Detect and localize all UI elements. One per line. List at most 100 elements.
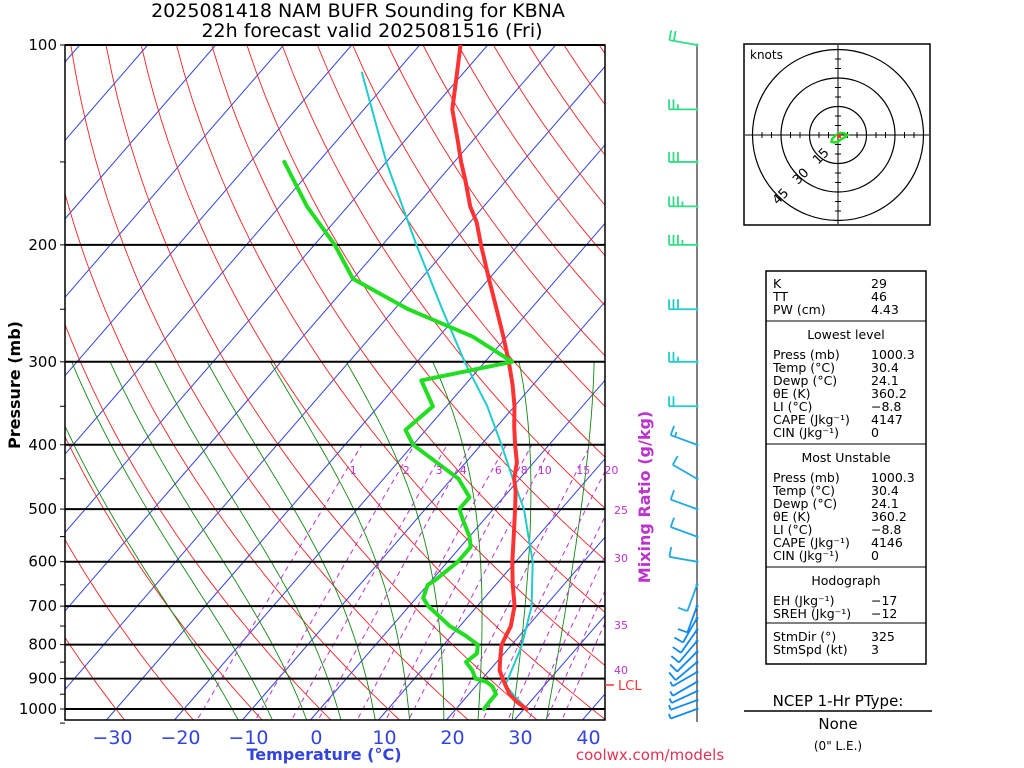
index-label: SREH (Jkg⁻¹) (773, 606, 851, 621)
isotherm-line (115, 144, 605, 710)
wind-barb-base (695, 535, 699, 539)
mixing-ratio-tick-label: 40 (614, 664, 628, 677)
isotherm-line (310, 708, 321, 720)
index-label: Press (mb) (773, 347, 840, 362)
chart-subtitle: 22h forecast valid 2025081516 (Fri) (201, 20, 542, 42)
wind-barb-base (695, 243, 699, 247)
mixing-ratio-tick-label: 25 (614, 504, 628, 517)
pressure-tick-label: 1000 (19, 700, 57, 718)
indices-frame (765, 270, 927, 665)
wind-barb-staff (672, 463, 698, 480)
wind-barb-staff (670, 498, 698, 510)
index-label: θE (K) (773, 386, 810, 401)
index-value: 24.1 (871, 373, 899, 388)
wind-barb-base (695, 680, 699, 684)
mixing-ratio-tick-label: 1 (350, 464, 357, 477)
temperature-tick-label: 10 (372, 727, 396, 749)
indices-table: K 29 TT 46 PW (cm) 4.43 Lowest level Press (mb)… (765, 270, 927, 665)
isotherm-line (65, 45, 285, 298)
wind-barb (669, 670, 699, 687)
y-axis-label: Pressure (mb) (5, 321, 24, 449)
wind-barb-staff (670, 708, 698, 720)
wind-barb (668, 151, 699, 164)
dry-adiabat-line (65, 435, 263, 720)
moist-adiabat-line (71, 361, 273, 720)
index-value: −8.8 (871, 399, 901, 414)
index-label: StmDir (°) (773, 629, 836, 644)
mixing-ratio-tick-label: 10 (538, 464, 552, 477)
wind-barb-flag (669, 489, 675, 500)
moist-adiabat-line (65, 425, 239, 720)
isotherm-line (65, 65, 605, 691)
mixing-ratio-line (290, 444, 448, 720)
wind-barb-flag (669, 691, 674, 697)
mixing-ratio-tick-label: 2 (403, 464, 410, 477)
wind-barb-base (695, 650, 699, 654)
isotherm-line (65, 45, 353, 377)
sounding-profiles (282, 45, 534, 711)
wind-barb-flag (673, 636, 684, 644)
pressure-tick-label: 300 (28, 353, 57, 371)
wind-barb-staff (669, 39, 698, 46)
index-value: 4146 (871, 535, 903, 550)
wind-barb-base (695, 404, 699, 408)
mixing-ratio-line (254, 444, 416, 720)
moist-adiabat-line (270, 361, 411, 720)
mixing-ratio-tick-label: 15 (576, 464, 590, 477)
index-label: K (773, 276, 782, 291)
dry-adiabat-line (387, 45, 605, 357)
wind-barb (668, 30, 699, 47)
temperature-tick-label: 20 (440, 727, 464, 749)
wind-barb-flag (672, 30, 677, 42)
wind-barb-flag (677, 606, 688, 612)
ptype-box: NCEP 1-Hr PType: None (0" L.E.) (744, 692, 932, 753)
isotherm-line (65, 45, 217, 220)
index-value: 1000.3 (871, 470, 915, 485)
wind-barb-base (695, 360, 699, 364)
index-value: 1000.3 (871, 347, 915, 362)
ptype-note: (0" L.E.) (814, 739, 862, 753)
wind-barb-flag (668, 30, 673, 41)
isotherm-line (582, 708, 593, 720)
index-label: Temp (°C) (772, 360, 835, 375)
wind-barb (668, 546, 699, 564)
wind-barb (677, 583, 699, 612)
index-value: 30.4 (871, 483, 899, 498)
index-label: Temp (°C) (772, 483, 835, 498)
index-label: EH (Jkg⁻¹) (773, 593, 835, 608)
moist-adiabat-line (109, 361, 308, 720)
isotherm-line (455, 536, 605, 710)
index-value: 29 (871, 276, 887, 291)
index-value: −12 (871, 606, 897, 621)
wind-barb-staff (670, 699, 698, 711)
mixing-ratio-tick-label: 3 (436, 464, 443, 477)
moist-adiabat-line (154, 361, 342, 720)
mixing-ratio-line (507, 515, 605, 720)
pressure-tick-label: 100 (28, 36, 57, 54)
credit-text: coolwx.com/models (576, 746, 724, 764)
wind-barb-base (695, 660, 699, 664)
section-title: Lowest level (807, 327, 884, 342)
wind-barb-base (695, 443, 699, 447)
index-label: CIN (Jkg⁻¹) (773, 425, 839, 440)
mixing-ratio-line (356, 444, 507, 720)
mixing-ratio-tick-label: 6 (495, 464, 502, 477)
wind-barb-base (695, 560, 699, 564)
wind-barb-flag (672, 646, 682, 654)
wind-barb-flag (668, 546, 673, 557)
index-value: 4.43 (871, 302, 899, 317)
index-value: 46 (871, 289, 887, 304)
wind-barb (668, 99, 699, 111)
wind-barb-base (695, 707, 699, 711)
wind-barb-staff (670, 434, 698, 446)
wind-barb (668, 196, 699, 208)
pressure-tick-label: 500 (28, 500, 57, 518)
mixing-ratio-tick-label: 30 (614, 552, 628, 565)
dewpoint-profile-line (282, 159, 515, 711)
ptype-value: None (818, 715, 857, 733)
wind-barb-flag (668, 671, 677, 681)
wind-barb-base (695, 204, 699, 208)
moist-adiabat-line (545, 361, 595, 720)
dry-adiabat-line (176, 45, 605, 667)
